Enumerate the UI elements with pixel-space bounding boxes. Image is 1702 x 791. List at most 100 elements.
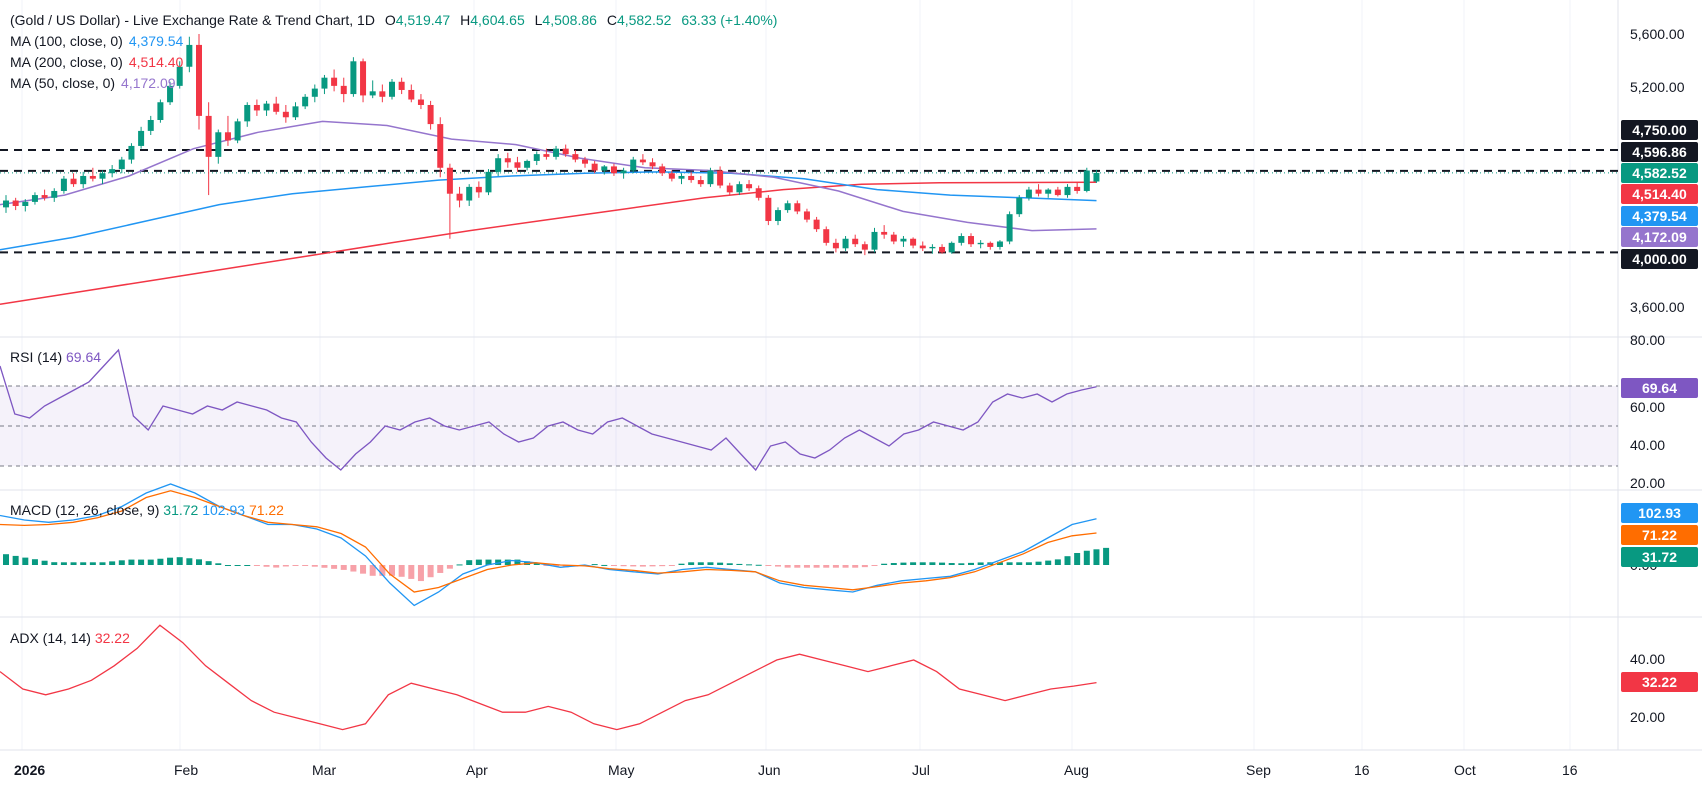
- candle-body: [726, 185, 733, 193]
- candle-body: [350, 61, 357, 95]
- low-value: 4,508.86: [542, 12, 597, 28]
- candle-body: [639, 159, 646, 163]
- macd-histogram-bar: [89, 562, 96, 565]
- candle-body: [331, 77, 338, 86]
- macd-histogram-bar: [929, 562, 936, 565]
- macd-histogram-bar: [813, 565, 820, 568]
- candle-body: [292, 106, 299, 118]
- last-price-badge: 4,582.52: [1621, 163, 1698, 183]
- macd-histogram-bar: [167, 557, 174, 565]
- candle-body: [1083, 170, 1090, 191]
- macd-histogram-bar: [437, 565, 444, 573]
- candle-body: [813, 219, 820, 230]
- macd-histogram-bar: [1074, 552, 1081, 565]
- macd-histogram-bar: [331, 565, 338, 569]
- candle-body: [919, 245, 926, 249]
- macd-histogram-bar: [881, 563, 888, 565]
- candle-body: [138, 130, 145, 146]
- candle-body: [398, 81, 405, 90]
- candle-body: [900, 238, 907, 242]
- ma200-line: [0, 181, 1097, 306]
- candle-body: [871, 231, 878, 250]
- adx-value: 32.22: [94, 630, 130, 646]
- candle-body: [987, 242, 994, 247]
- macd-histogram-bar: [794, 565, 801, 568]
- macd-histogram-bar: [832, 565, 839, 568]
- candle-body: [504, 158, 511, 163]
- candle-body: [205, 115, 212, 157]
- macd-histogram-bar: [939, 562, 946, 565]
- rsi-legend[interactable]: RSI (14) 69.64: [10, 349, 101, 365]
- time-label: 2026: [14, 762, 46, 778]
- candle-body: [176, 66, 183, 86]
- macd-histogram-bar: [620, 565, 627, 567]
- macd-histogram-bar: [871, 565, 878, 566]
- adx-tick: 20.00: [1630, 709, 1666, 725]
- level-badge-4750: 4,750.00: [1621, 120, 1698, 140]
- macd-histogram-bar: [3, 554, 9, 565]
- macd-label: MACD (12, 26, close, 9): [10, 502, 160, 518]
- grid: [0, 0, 1702, 751]
- signal-line: [0, 490, 1097, 593]
- macd-histogram-bar: [466, 560, 473, 565]
- candle-body: [311, 88, 318, 97]
- candle-body: [128, 145, 135, 160]
- macd-histogram-bar: [755, 564, 762, 566]
- candle-body: [446, 167, 453, 194]
- macd-legend[interactable]: MACD (12, 26, close, 9) 31.72 102.93 71.…: [10, 502, 284, 518]
- macd-histogram-bar: [12, 555, 19, 565]
- adx-label: ADX (14, 14): [10, 630, 91, 646]
- candle-body: [495, 158, 502, 172]
- macd-histogram-bar: [639, 565, 646, 567]
- macd-histogram-bar: [485, 559, 492, 565]
- macd-histogram-bar: [186, 558, 193, 565]
- candle-body: [215, 132, 222, 157]
- macd-hist-badge: 31.72: [1621, 547, 1698, 567]
- macd-histogram-bar: [205, 561, 212, 565]
- candle-body: [70, 178, 77, 185]
- candle-body: [60, 178, 67, 191]
- rsi-label: RSI (14): [10, 349, 63, 365]
- candle-body: [582, 159, 588, 164]
- candle-body: [543, 154, 550, 157]
- candle-body: [514, 162, 521, 168]
- candle-body: [1006, 214, 1013, 242]
- candle-body: [167, 85, 174, 103]
- macd-histogram-bar: [688, 562, 695, 565]
- candle-body: [1025, 189, 1032, 198]
- ma50-legend[interactable]: MA (50, close, 0) 4,172.09: [10, 75, 182, 91]
- macd-histogram-bar: [900, 562, 907, 565]
- macd-histogram-bar: [398, 565, 405, 577]
- candle-body: [784, 203, 791, 211]
- adx-pane[interactable]: [0, 624, 1097, 731]
- time-label: Feb: [174, 762, 199, 778]
- candle-body: [881, 231, 888, 235]
- adx-legend[interactable]: ADX (14, 14) 32.22: [10, 630, 130, 646]
- macd-histogram-bar: [678, 563, 685, 565]
- macd-histogram-bar: [51, 562, 58, 565]
- macd-histogram-bar: [340, 565, 347, 570]
- ma200-legend[interactable]: MA (200, close, 0) 4,514.40: [10, 54, 189, 70]
- macd-pane[interactable]: [0, 483, 1110, 607]
- rsi-line: [0, 348, 1097, 472]
- time-label: Mar: [312, 762, 337, 778]
- candle-body: [379, 91, 386, 97]
- candle-body: [186, 44, 193, 67]
- macd-histogram-bar: [1045, 560, 1052, 565]
- macd-histogram-bar: [842, 565, 849, 568]
- macd-histogram-bar: [504, 559, 511, 565]
- macd-histogram-bar: [803, 565, 810, 568]
- ma100-legend[interactable]: MA (100, close, 0) 4,379.54: [10, 33, 189, 49]
- macd-histogram-bar: [948, 563, 955, 565]
- candle-body: [466, 186, 473, 201]
- rsi-pane[interactable]: [0, 348, 1618, 472]
- rsi-value: 69.64: [66, 349, 102, 365]
- time-label: Jul: [912, 762, 930, 778]
- price-pane[interactable]: [0, 34, 1618, 306]
- macd-histogram-bar: [60, 562, 67, 565]
- candle-body: [736, 184, 743, 193]
- macd-histogram-bar: [263, 565, 270, 567]
- candle-body: [775, 210, 781, 222]
- ma100-label: MA (100, close, 0): [10, 33, 123, 49]
